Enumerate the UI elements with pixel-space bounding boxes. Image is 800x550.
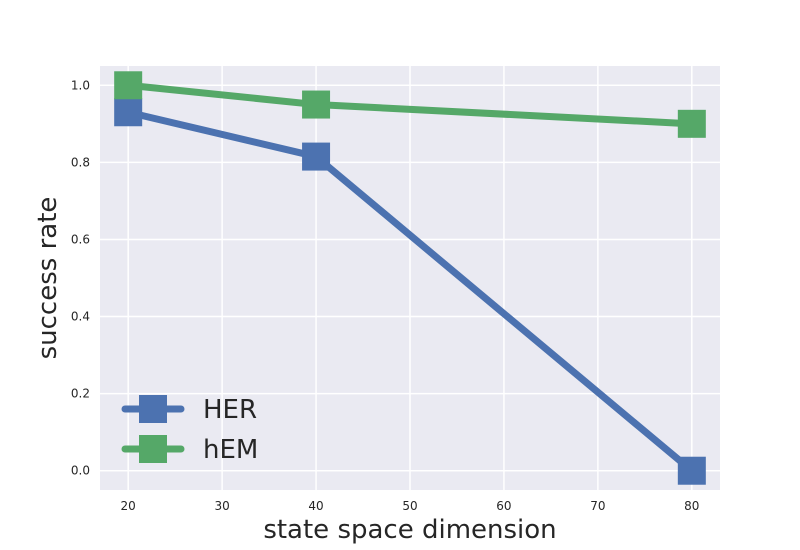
data-point-her <box>302 142 331 171</box>
y-tick-label: 0.4 <box>71 310 90 324</box>
x-axis-label: state space dimension <box>263 515 556 545</box>
legend-item-hem: hEM <box>121 435 258 465</box>
legend-label-hem: hEM <box>203 435 258 465</box>
legend: HER hEM <box>121 395 258 465</box>
data-point-her <box>114 98 143 127</box>
series-layer <box>114 71 706 485</box>
series-her <box>114 98 706 485</box>
data-point-hem <box>114 71 143 100</box>
data-point-her <box>677 456 706 485</box>
legend-marker-hem <box>139 435 167 463</box>
x-tick-label: 30 <box>214 499 229 513</box>
data-point-hem <box>677 109 706 138</box>
y-tick-label: 0.0 <box>71 464 90 478</box>
data-point-hem <box>302 90 331 119</box>
y-tick-label: 1.0 <box>71 78 90 92</box>
y-tick-label: 0.6 <box>71 232 90 246</box>
y-tick-label: 0.8 <box>71 155 90 169</box>
series-hem <box>114 71 706 138</box>
x-tick-label: 40 <box>308 499 323 513</box>
y-tick-labels: 0.0 0.2 0.4 0.6 0.8 1.0 <box>71 78 90 477</box>
x-tick-label: 70 <box>590 499 605 513</box>
y-tick-label: 0.2 <box>71 387 90 401</box>
x-tick-label: 80 <box>684 499 699 513</box>
x-tick-labels: 20 30 40 50 60 70 80 <box>121 499 700 513</box>
legend-label-her: HER <box>203 395 257 425</box>
legend-marker-her <box>139 395 167 423</box>
x-tick-label: 60 <box>496 499 511 513</box>
x-tick-label: 20 <box>121 499 136 513</box>
y-axis-label: success rate <box>33 197 63 360</box>
x-tick-label: 50 <box>402 499 417 513</box>
legend-item-her: HER <box>121 395 257 425</box>
